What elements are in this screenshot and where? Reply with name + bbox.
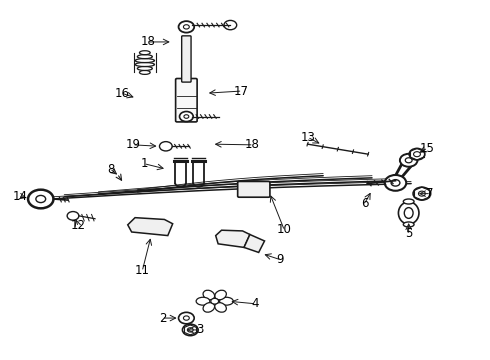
Text: 16: 16 [114, 87, 129, 100]
Circle shape [224, 21, 237, 30]
Text: 18: 18 [245, 138, 260, 151]
FancyBboxPatch shape [182, 36, 191, 82]
Text: 1: 1 [141, 157, 148, 170]
Text: 8: 8 [107, 163, 114, 176]
Ellipse shape [203, 303, 215, 312]
Ellipse shape [215, 290, 226, 300]
Circle shape [385, 175, 406, 191]
Text: 17: 17 [234, 85, 248, 98]
Text: 2: 2 [159, 311, 167, 325]
Circle shape [400, 154, 417, 167]
Circle shape [413, 187, 431, 200]
Circle shape [183, 316, 189, 320]
Ellipse shape [403, 199, 414, 204]
Text: 14: 14 [13, 190, 28, 203]
Circle shape [184, 115, 189, 118]
Circle shape [179, 112, 193, 122]
Ellipse shape [398, 202, 419, 224]
Ellipse shape [404, 208, 413, 219]
Circle shape [36, 195, 46, 203]
Text: 7: 7 [426, 187, 434, 200]
Circle shape [182, 324, 198, 336]
FancyBboxPatch shape [238, 181, 270, 197]
Ellipse shape [135, 63, 154, 67]
Text: 15: 15 [419, 142, 434, 155]
Circle shape [178, 21, 194, 33]
Circle shape [414, 152, 420, 157]
Circle shape [28, 190, 53, 208]
Circle shape [67, 212, 79, 220]
Ellipse shape [220, 297, 233, 305]
Ellipse shape [196, 297, 210, 305]
Circle shape [159, 141, 172, 151]
Ellipse shape [135, 59, 154, 63]
Text: 5: 5 [405, 227, 413, 240]
Ellipse shape [137, 67, 152, 71]
Polygon shape [128, 218, 172, 235]
Ellipse shape [140, 51, 150, 55]
Circle shape [409, 148, 425, 160]
Text: 18: 18 [141, 35, 156, 49]
Ellipse shape [137, 55, 152, 59]
Polygon shape [216, 230, 250, 247]
Text: 12: 12 [71, 219, 85, 233]
Circle shape [418, 191, 425, 196]
Text: 10: 10 [277, 223, 292, 236]
Ellipse shape [215, 303, 226, 312]
Text: 6: 6 [361, 197, 368, 210]
Ellipse shape [203, 290, 215, 300]
Circle shape [211, 298, 219, 304]
Polygon shape [244, 234, 265, 252]
Text: 9: 9 [276, 253, 284, 266]
FancyBboxPatch shape [175, 78, 197, 122]
Ellipse shape [140, 71, 150, 75]
Circle shape [187, 328, 193, 332]
Circle shape [183, 25, 189, 29]
Text: 11: 11 [135, 264, 150, 277]
Text: 13: 13 [301, 131, 316, 144]
Circle shape [405, 158, 412, 163]
Circle shape [178, 312, 194, 324]
Circle shape [391, 180, 400, 186]
Text: 19: 19 [126, 138, 141, 151]
Text: 3: 3 [196, 323, 204, 336]
Ellipse shape [403, 222, 414, 227]
Text: 4: 4 [251, 297, 259, 310]
